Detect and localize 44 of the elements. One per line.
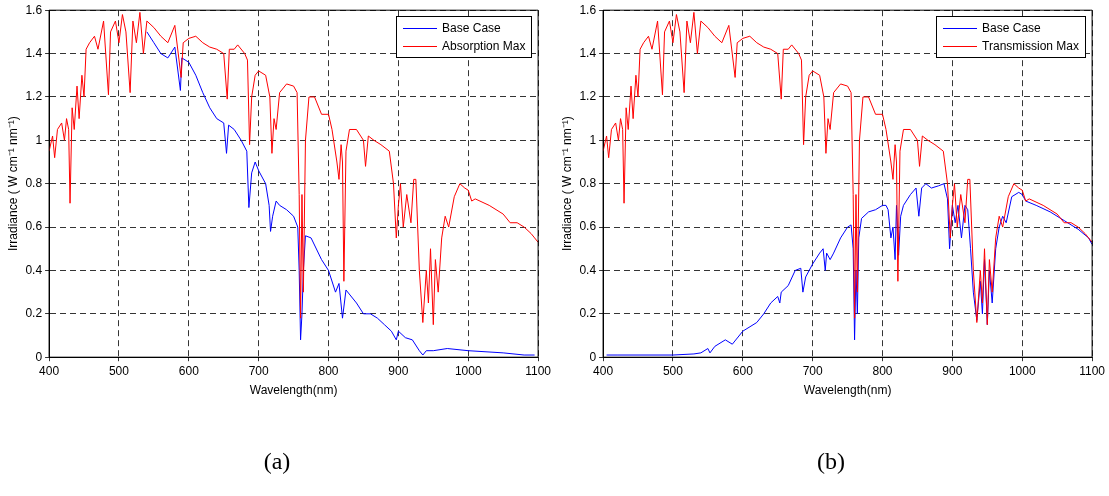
x-tick-label: 700 xyxy=(802,363,823,378)
legend-label: Base Case xyxy=(982,21,1041,36)
x-tick-label: 400 xyxy=(39,363,60,378)
y-tick-label: 1.4 xyxy=(579,45,597,60)
y-tick-label: 0.8 xyxy=(25,176,43,191)
text: (b) xyxy=(816,448,846,475)
y-tick-label: 1.6 xyxy=(579,2,597,17)
legend-label: Absorption Max xyxy=(442,39,526,54)
y-tick-label: 1.2 xyxy=(579,89,597,104)
y-tick-label: 0.6 xyxy=(579,219,597,234)
x-axis-title: Wavelength(nm) xyxy=(803,383,892,398)
text: (a) xyxy=(262,448,292,475)
x-tick-label: 1000 xyxy=(1008,363,1036,378)
x-tick-label: 900 xyxy=(388,363,409,378)
legend-label: Base Case xyxy=(442,21,501,36)
y-axis-title: Irradiance ( W cm⁻¹ nm⁻¹) xyxy=(5,116,20,252)
y-tick-label: 1 xyxy=(35,132,43,147)
x-tick-label: 800 xyxy=(872,363,893,378)
y-tick-label: 0.8 xyxy=(579,176,597,191)
x-tick-label: 700 xyxy=(248,363,269,378)
y-axis-title: Irradiance ( W cm⁻¹ nm⁻¹) xyxy=(559,116,574,252)
y-tick-label: 0.4 xyxy=(579,262,597,277)
x-tick-label: 400 xyxy=(593,363,614,378)
y-tick-label: 1.2 xyxy=(25,89,43,104)
x-tick-label: 600 xyxy=(178,363,200,378)
y-tick-label: 0.2 xyxy=(25,306,43,321)
x-tick-label: 800 xyxy=(318,363,339,378)
x-tick-label: 500 xyxy=(662,363,684,378)
y-tick-label: 0 xyxy=(35,349,43,364)
x-tick-label: 600 xyxy=(732,363,754,378)
y-tick-label: 1.6 xyxy=(25,2,43,17)
x-tick-label: 1100 xyxy=(525,363,552,378)
y-tick-label: 0 xyxy=(589,349,597,364)
y-tick-label: 1.4 xyxy=(25,45,43,60)
x-tick-label: 1100 xyxy=(1079,363,1106,378)
legend-label: Transmission Max xyxy=(982,39,1080,54)
x-axis-title: Wavelength(nm) xyxy=(249,383,338,398)
x-tick-label: 900 xyxy=(942,363,963,378)
y-tick-label: 1 xyxy=(589,132,597,147)
x-tick-label: 500 xyxy=(108,363,130,378)
y-tick-label: 0.2 xyxy=(579,306,597,321)
x-tick-label: 1000 xyxy=(454,363,482,378)
y-tick-label: 0.4 xyxy=(25,262,43,277)
y-tick-label: 0.6 xyxy=(25,219,43,234)
